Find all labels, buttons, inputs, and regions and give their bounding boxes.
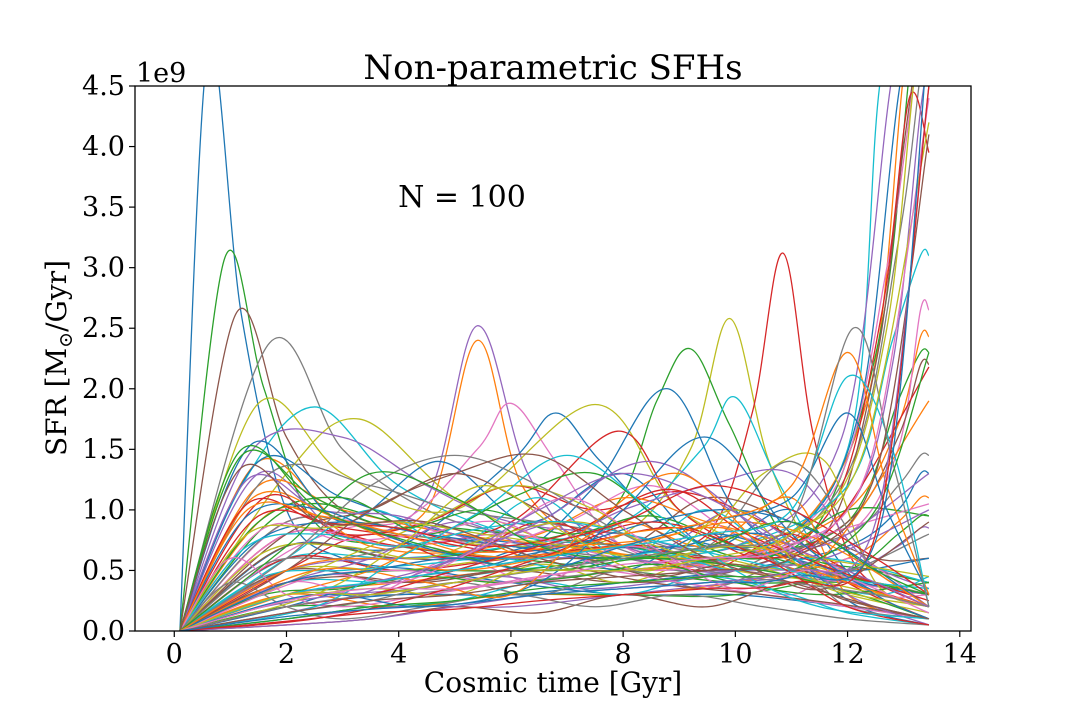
- y-tick-label: 0.0: [82, 616, 125, 647]
- series-line-66: [179, 563, 929, 631]
- series-line-92: [179, 327, 930, 631]
- series-line-48: [179, 521, 930, 631]
- x-tick-label: 10: [718, 639, 752, 670]
- series-line-72: [179, 520, 929, 631]
- series-lines: [179, 86, 930, 631]
- x-tick-label: 2: [278, 639, 295, 670]
- series-line-69: [179, 503, 930, 631]
- y-tick-label: 4.0: [82, 132, 125, 163]
- y-ticks: 0.0 0.5 1.0 1.5 2.0 2.5 3.0 3.5 4.0 4.5: [82, 71, 135, 647]
- series-line-84: [179, 454, 930, 631]
- series-line-98: [179, 86, 930, 631]
- series-line-71: [179, 521, 930, 631]
- series-line-81: [179, 454, 929, 631]
- plot-frame: [134, 85, 972, 632]
- annotation-n: N = 100: [398, 180, 526, 215]
- y-tick-label: 3.5: [82, 192, 125, 223]
- series-line-13: [179, 397, 930, 631]
- series-line-25: [179, 91, 930, 631]
- series-line-90: [179, 351, 930, 631]
- y-axis-label-main: SFR [M: [40, 348, 73, 456]
- series-line-86: [179, 471, 930, 631]
- x-tick-label: 4: [390, 639, 407, 670]
- series-line-94: [179, 98, 930, 631]
- y-tick-label: 0.5: [82, 555, 125, 586]
- series-line-23: [179, 86, 913, 631]
- x-tick-label: 8: [615, 639, 632, 670]
- x-tick-label: 6: [502, 639, 519, 670]
- y-tick-label: 2.0: [82, 374, 125, 405]
- y-offset-text: 1e9: [136, 58, 186, 89]
- x-tick-label: 0: [166, 639, 183, 670]
- series-line-76: [179, 463, 930, 631]
- series-line-39: [179, 440, 930, 631]
- y-tick-label: 2.5: [82, 313, 125, 344]
- series-line-95: [179, 134, 930, 631]
- series-line-91: [179, 374, 930, 631]
- y-tick-label: 1.5: [82, 434, 125, 465]
- series-line-77: [179, 460, 930, 631]
- series-line-46: [179, 471, 929, 631]
- x-ticks: 0 2 4 6 8 10 12 14: [166, 631, 977, 670]
- x-axis-label: Cosmic time [Gyr]: [424, 666, 682, 699]
- series-line-75: [179, 445, 930, 631]
- y-axis-label-end: /Gyr]: [40, 260, 73, 332]
- series-line-62: [179, 521, 930, 631]
- y-tick-label: 4.5: [82, 71, 125, 102]
- y-axis-label-sun: ⊙: [55, 332, 77, 348]
- y-axis-label: SFR [M⊙/Gyr]: [40, 260, 77, 456]
- chart-title: Non-parametric SFHs: [363, 48, 742, 88]
- series-line-64: [179, 551, 930, 631]
- series-line-68: [179, 488, 930, 631]
- y-tick-label: 1.0: [82, 495, 125, 526]
- series-line-28: [179, 86, 925, 631]
- series-line-93: [179, 122, 930, 631]
- series-line-44: [179, 497, 930, 631]
- series-line-56: [179, 449, 930, 631]
- y-tick-label: 3.0: [82, 253, 125, 284]
- x-tick-label: 14: [943, 639, 977, 670]
- x-tick-label: 12: [830, 639, 864, 670]
- series-line-82: [179, 485, 930, 631]
- series-line-42: [179, 452, 930, 631]
- series-line-99: [179, 86, 925, 631]
- series-line-59: [179, 521, 930, 631]
- series-line-85: [179, 453, 930, 631]
- series-line-51: [179, 545, 930, 631]
